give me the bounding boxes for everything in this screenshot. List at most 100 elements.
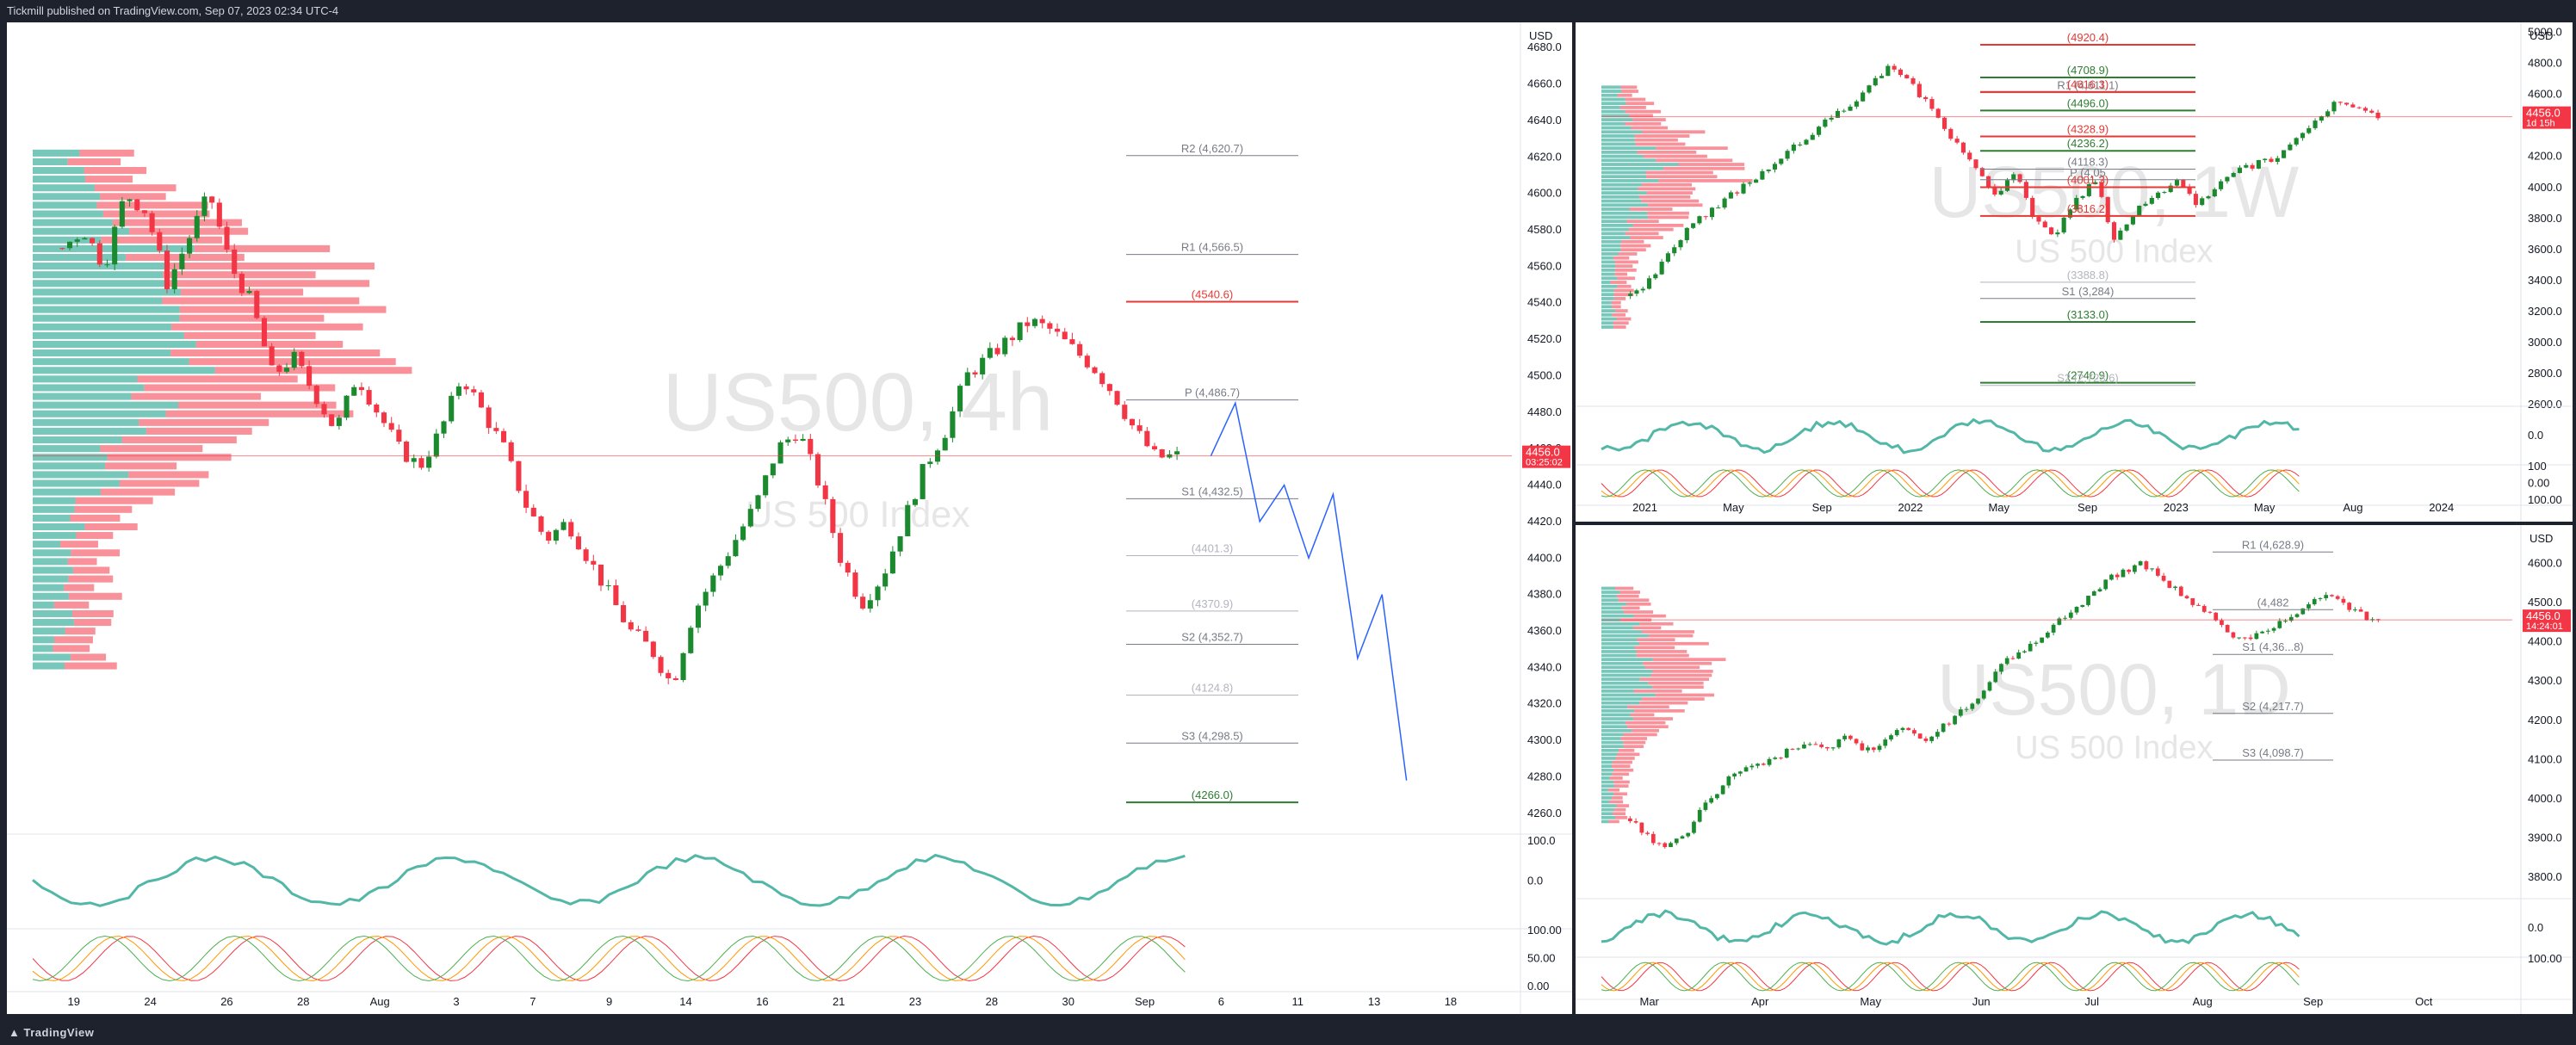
tradingview-logo[interactable]: ▲ TradingView — [9, 1026, 95, 1039]
volume-profile-bar-sell — [1612, 812, 1625, 816]
volume-profile-bar-sell — [60, 541, 98, 548]
y-tick-label: 4640.0 — [1527, 114, 1562, 127]
volume-profile-bar-sell — [1646, 191, 1693, 195]
candle-body — [2362, 108, 2368, 111]
volume-profile-bar-buy — [1601, 689, 1634, 693]
candle-body — [1892, 65, 1897, 70]
stoch-tick-label: 50.00 — [1527, 952, 1556, 965]
last-price-badge — [1522, 445, 1570, 468]
candle-body — [912, 498, 919, 505]
candle-body — [2023, 182, 2028, 198]
candle-body — [2307, 603, 2311, 609]
y-tick-label: 4200.0 — [2528, 714, 2562, 727]
candle-body — [1992, 186, 1997, 195]
volume-profile-bar-sell — [169, 280, 370, 288]
candle-body — [2256, 159, 2261, 169]
volume-profile-bar-sell — [1639, 621, 1674, 626]
candle-body — [224, 226, 230, 250]
y-tick-label: 4520.0 — [1527, 332, 1562, 345]
candle-body — [1174, 451, 1180, 454]
volume-profile-bar-sell — [1663, 166, 1745, 170]
candle-body — [2161, 575, 2166, 581]
candle-body — [2225, 625, 2230, 633]
candle-body — [628, 621, 634, 630]
volume-profile-bar-buy — [1601, 150, 1638, 154]
volume-profile-bar-buy — [33, 193, 101, 201]
candle-body — [2275, 158, 2280, 162]
candle-body — [1941, 723, 1946, 733]
candle-body — [1639, 822, 1644, 833]
currency-label: USD — [2530, 532, 2553, 545]
candle-body — [2201, 605, 2207, 612]
candle-body — [1910, 77, 1916, 84]
volume-profile-bar-sell — [1613, 784, 1629, 788]
volume-profile-bar-sell — [1634, 138, 1678, 142]
volume-profile-bar-buy — [33, 454, 108, 461]
candle-body — [2051, 624, 2056, 633]
volume-profile-bar-sell — [1678, 163, 1745, 166]
volume-profile-bar-buy — [1601, 300, 1612, 305]
chart-svg-4h[interactable]: US500, 4h US 500 Index R2 (4,620.7) R1 (4,5… — [7, 22, 1572, 1014]
candle-body — [2375, 112, 2381, 119]
volume-profile-bar-sell — [65, 628, 96, 635]
volume-profile-bar-sell — [1647, 215, 1689, 220]
volume-profile-bar-buy — [1601, 106, 1620, 109]
candle-body — [1686, 832, 1691, 837]
volume-profile-bar-sell — [1612, 305, 1621, 309]
volume-profile-bar-sell — [1613, 325, 1626, 329]
candle-body — [2115, 574, 2120, 578]
volume-profile-bar-sell — [144, 384, 336, 392]
candle-body — [449, 395, 455, 422]
candle-body — [838, 533, 844, 563]
candle-body — [905, 504, 911, 536]
candle-body — [1039, 318, 1045, 324]
volume-profile-bar-sell — [1630, 713, 1655, 717]
stoch-line — [1601, 962, 2300, 992]
candle-body — [201, 196, 207, 216]
candle-body — [2173, 586, 2177, 588]
y-tick-label: 3600.0 — [2528, 243, 2562, 256]
candle-body — [500, 430, 507, 442]
volume-profile-bar-buy — [1601, 276, 1618, 281]
volume-profile-bar-buy — [1601, 591, 1620, 594]
chart-pane-1d[interactable]: US500, 1D US 500 Index R1 (4,628.9) (4,482 S… — [1576, 525, 2573, 1014]
candle-body — [194, 215, 200, 238]
volume-profile-bar-sell — [1618, 252, 1638, 256]
candle-body — [2231, 632, 2236, 638]
chart-pane-weekly[interactable]: US500, 1W US 500 Index (4920.4) (4708.9) R1 … — [1576, 22, 2573, 522]
volume-profile-bar-buy — [33, 628, 65, 635]
candle-body — [2313, 121, 2318, 128]
volume-profile-bar-buy — [33, 323, 172, 331]
volume-profile-bar-sell — [1612, 760, 1632, 764]
candle-body — [216, 202, 222, 227]
candle-body — [1754, 179, 1759, 183]
volume-profile-bar-buy — [1601, 142, 1636, 146]
volume-profile-bar-buy — [1601, 297, 1614, 300]
volume-profile-bar-sell — [1616, 804, 1630, 807]
candle-body — [329, 414, 335, 426]
candle-body — [164, 250, 170, 289]
candle-body — [717, 566, 724, 576]
volume-profile-bar-buy — [1601, 199, 1642, 203]
pivot-level-label: (4124.8) — [1192, 682, 1233, 695]
chart-pane-4h[interactable]: US500, 4h US 500 Index R2 (4,620.7) R1 (4,5… — [7, 22, 1572, 1014]
candle-body — [1084, 356, 1090, 368]
volume-profile-bar-sell — [1613, 288, 1634, 293]
volume-profile-bar-buy — [1601, 288, 1614, 293]
candle-body — [246, 291, 252, 294]
candle-body — [232, 249, 238, 275]
candle-body — [508, 442, 514, 461]
candle-body — [157, 232, 163, 251]
volume-profile-bar-sell — [70, 653, 107, 661]
candle-body — [1823, 119, 1828, 127]
volume-profile-bar-buy — [1601, 317, 1617, 321]
candle-body — [867, 600, 873, 609]
y-tick-label: 4560.0 — [1527, 259, 1562, 272]
volume-profile-bar-buy — [33, 471, 129, 479]
volume-profile-bar-buy — [33, 253, 126, 262]
volume-profile-bar-buy — [1601, 610, 1625, 614]
volume-profile-bar-sell — [105, 462, 177, 470]
candle-body — [770, 463, 776, 476]
